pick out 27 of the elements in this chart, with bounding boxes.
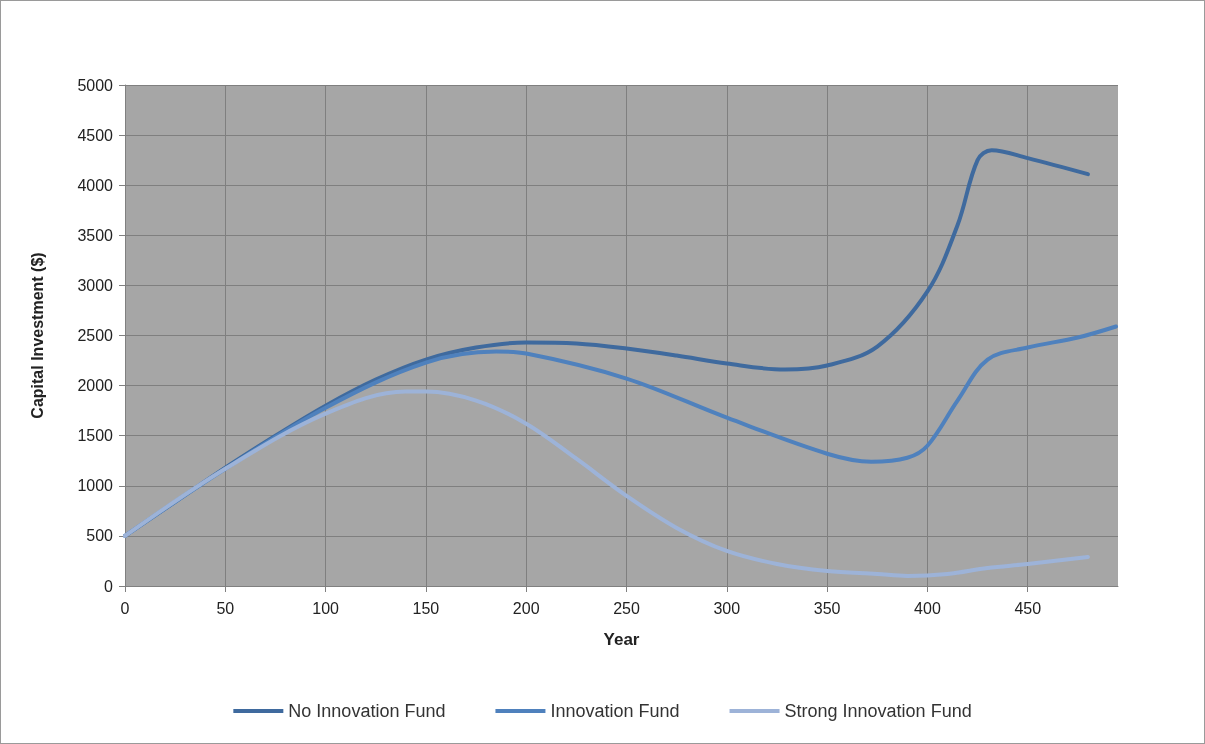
x-axis-title: Year [603, 630, 640, 649]
line-series [123, 389, 1090, 578]
legend-label: No Innovation Fund [288, 701, 446, 721]
y-tick-label: 5000 [77, 76, 114, 94]
y-tick-label: 1000 [77, 477, 114, 495]
y-tick-label: 2000 [77, 377, 114, 395]
y-tick-label: 3000 [77, 276, 114, 294]
y-tick-label: 4000 [77, 176, 114, 194]
y-tick-label: 0 [104, 577, 114, 595]
x-tick-label: 50 [216, 599, 235, 617]
x-tick-label: 250 [613, 599, 640, 617]
x-tick-label: 400 [914, 599, 941, 617]
y-tick-label: 4500 [77, 126, 114, 144]
legend-label: Innovation Fund [550, 701, 680, 721]
y-axis-title: Capital Investment ($) [28, 252, 46, 419]
x-tick-label: 300 [713, 599, 741, 617]
x-tick-label: 350 [813, 599, 841, 617]
x-tick-label: 450 [1014, 599, 1042, 617]
y-tick-label: 500 [86, 527, 114, 545]
x-tick-label: 100 [312, 599, 340, 617]
x-tick-label: 150 [412, 599, 440, 617]
legend-label: Strong Innovation Fund [784, 701, 972, 721]
x-tick-label: 0 [120, 599, 130, 617]
x-tick-label: 200 [512, 599, 540, 617]
y-tick-label: 1500 [77, 427, 114, 445]
y-tick-label: 3500 [77, 226, 114, 244]
y-tick-label: 2500 [77, 327, 114, 344]
